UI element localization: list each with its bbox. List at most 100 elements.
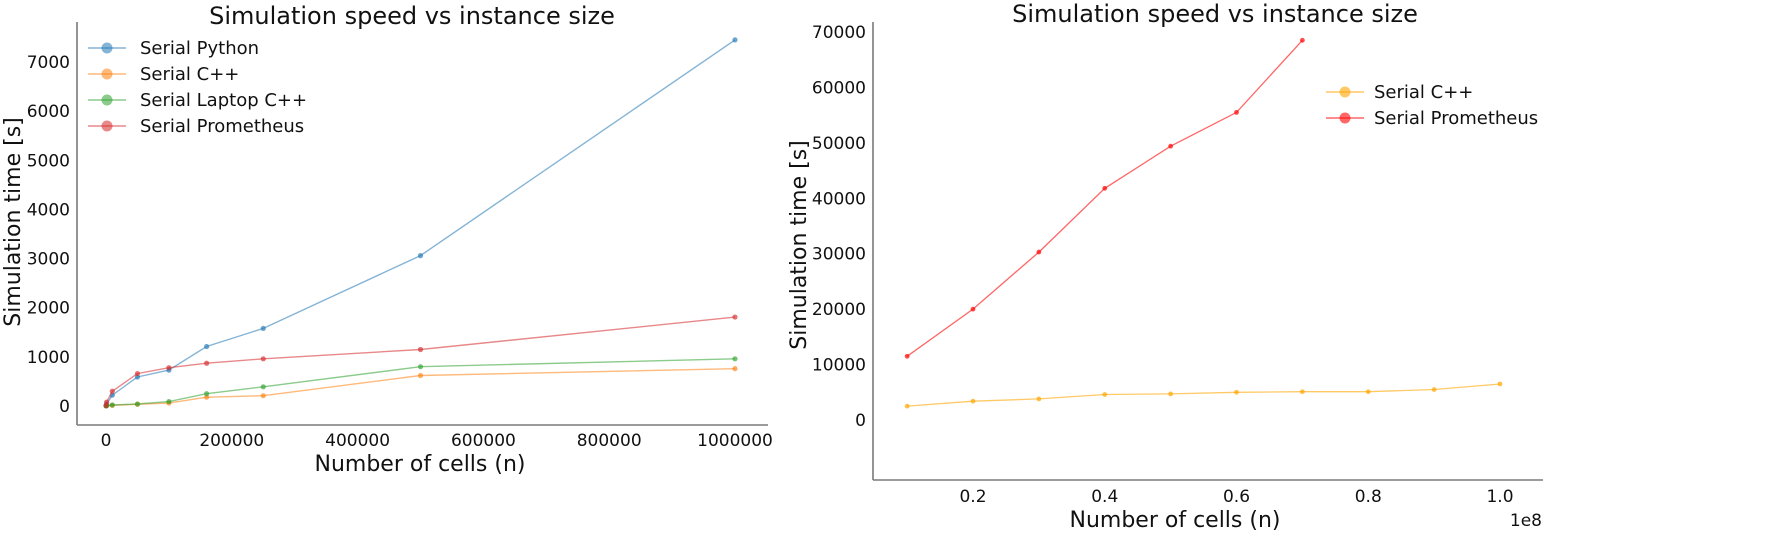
chart-right-x-label: Number of cells (n) [1070, 508, 1281, 533]
data-point [732, 356, 738, 362]
y-tick-label: 1000 [27, 348, 70, 368]
data-point [1036, 249, 1042, 255]
chart-left: Simulation speed vs instance size 0 1000 2… [1, 2, 773, 477]
data-point [1234, 389, 1239, 395]
chart-left-series [103, 37, 738, 409]
legend-label: Serial Python [140, 38, 259, 59]
data-point [260, 356, 266, 362]
x-tick-label: 200000 [199, 431, 264, 451]
legend-label: Serial Prometheus [1374, 108, 1538, 129]
chart-left-title: Simulation speed vs instance size [209, 2, 615, 30]
data-point [1102, 392, 1108, 397]
legend-marker-icon [101, 120, 113, 132]
data-point [1168, 391, 1174, 397]
data-point [109, 388, 115, 394]
legend-item: Serial Laptop C++ [88, 90, 307, 111]
data-point [904, 403, 910, 409]
data-point [1234, 109, 1239, 115]
data-point [1431, 387, 1437, 392]
data-point [1299, 389, 1305, 395]
chart-right-title: Simulation speed vs instance size [1012, 0, 1418, 28]
data-point [104, 399, 110, 405]
data-point [970, 398, 976, 404]
chart-right-legend: Serial C++ Serial Prometheus [1326, 82, 1538, 129]
y-tick-label: 10000 [812, 356, 866, 376]
data-point [732, 37, 738, 43]
data-point [732, 314, 738, 320]
x-tick-label: 0 [101, 431, 112, 451]
data-point [204, 391, 210, 397]
data-point [134, 370, 141, 377]
legend-label: Serial Laptop C++ [140, 90, 307, 111]
x-tick-label: 1.0 [1486, 487, 1513, 507]
chart-left-y-label: Simulation time [s] [1, 117, 26, 327]
series-line [907, 383, 1501, 407]
data-point [260, 384, 266, 390]
data-point [417, 364, 424, 370]
chart-right-y-label: Simulation time [s] [787, 140, 812, 350]
chart-right-series [904, 37, 1503, 409]
data-point [1365, 389, 1371, 395]
legend-item: Serial C++ [88, 64, 239, 85]
data-point [1299, 37, 1305, 43]
chart-right-y-ticks: 0 10000 20000 30000 40000 50000 60000 70000 [812, 23, 866, 431]
x-tick-label: 800000 [577, 431, 642, 451]
y-tick-label: 3000 [27, 250, 70, 270]
y-tick-label: 5000 [27, 151, 70, 171]
data-point [732, 366, 738, 372]
data-point [204, 343, 210, 350]
legend-item: Serial Python [88, 38, 259, 59]
data-point [1497, 381, 1503, 387]
y-tick-label: 70000 [812, 23, 866, 43]
data-point [260, 393, 266, 399]
chart-right-x-ticks: 0.2 0.4 0.6 0.8 1.0 [959, 487, 1513, 507]
x-tick-label: 0.8 [1355, 487, 1382, 507]
data-point [134, 401, 141, 407]
chart-left-x-ticks: 0 200000 400000 600000 800000 1000000 [101, 431, 773, 451]
legend-marker-icon [101, 68, 113, 80]
legend-label: Serial C++ [1374, 82, 1473, 103]
y-tick-label: 30000 [812, 245, 866, 265]
data-point [166, 365, 172, 371]
data-point [417, 253, 424, 259]
data-point [417, 346, 424, 353]
y-tick-label: 0 [855, 411, 866, 431]
legend-marker-icon [101, 42, 113, 54]
data-point [1102, 185, 1108, 191]
legend-label: Serial C++ [140, 64, 239, 85]
x-tick-label: 1000000 [697, 431, 773, 451]
legend-marker-icon [1339, 86, 1351, 98]
data-point [1036, 396, 1042, 402]
y-tick-label: 0 [59, 397, 70, 417]
y-tick-label: 50000 [812, 134, 866, 154]
x-tick-label: 0.4 [1091, 487, 1118, 507]
x-tick-label: 600000 [451, 431, 516, 451]
series-line [906, 39, 1303, 357]
data-point [204, 360, 210, 366]
chart-right: Simulation speed vs instance size 0 10000… [787, 0, 1543, 533]
x-tick-label: 0.6 [1223, 487, 1250, 507]
data-point [166, 398, 172, 405]
data-point [970, 306, 976, 312]
y-tick-label: 40000 [812, 189, 866, 209]
legend-item: Serial C++ [1326, 82, 1473, 103]
legend-item: Serial Prometheus [1326, 108, 1538, 129]
legend-item: Serial Prometheus [88, 116, 304, 137]
legend-label: Serial Prometheus [140, 116, 304, 137]
y-tick-label: 4000 [27, 200, 70, 220]
y-tick-label: 60000 [812, 78, 866, 98]
chart-right-x-offset-label: 1e8 [1510, 511, 1542, 531]
data-point [904, 353, 910, 359]
data-point [109, 402, 115, 408]
data-point [417, 372, 424, 379]
data-point [1168, 143, 1174, 149]
x-tick-label: 0.2 [959, 487, 986, 507]
legend-marker-icon [1339, 112, 1351, 124]
legend-marker-icon [101, 94, 113, 106]
x-tick-label: 400000 [325, 431, 390, 451]
y-tick-label: 2000 [27, 299, 70, 319]
y-tick-label: 6000 [27, 102, 70, 122]
y-tick-label: 7000 [27, 53, 70, 73]
chart-left-y-ticks: 0 1000 2000 3000 4000 5000 6000 7000 [27, 53, 70, 417]
